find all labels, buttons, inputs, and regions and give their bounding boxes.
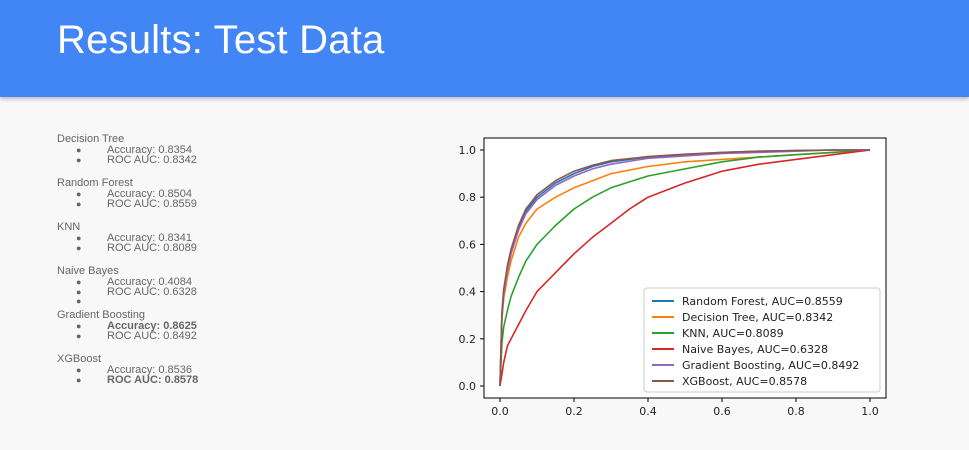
model-block: XGBoost ● Accuracy: 0.8536 ● ROC AUC: 0.8578 — [57, 353, 387, 385]
legend-box — [643, 287, 881, 393]
metric-item: ● Accuracy: 0.8625 — [57, 320, 387, 332]
bullet-icon: ● — [76, 277, 82, 287]
metric-list: ● Accuracy: 0.8354 ● ROC AUC: 0.8342 — [57, 144, 387, 166]
metric-item: ● Accuracy: 0.8341 — [57, 232, 387, 244]
metric-list: ● Accuracy: 0.4084 ● ROC AUC: 0.6328 ● — [57, 276, 387, 306]
metric-list: ● Accuracy: 0.8341 ● ROC AUC: 0.8089 — [57, 232, 387, 254]
bullet-icon: ● — [76, 296, 82, 306]
metric-item: ● Accuracy: 0.8536 — [57, 364, 387, 376]
model-name: Naive Bayes — [57, 265, 119, 277]
roc-line-series-5 — [499, 149, 870, 387]
x-tick-label: 0.0 — [491, 405, 509, 418]
bullet-icon: ● — [76, 374, 82, 385]
model-block: Random Forest ● Accuracy: 0.8504 ● ROC AUC: … — [57, 177, 387, 209]
x-tick-label: 1.0 — [861, 405, 879, 418]
bullet-icon: ● — [76, 365, 82, 375]
model-metrics-panel: Decision Tree ● Accuracy: 0.8354 ● ROC AUC: … — [57, 133, 387, 397]
metric-label: Accuracy: 0.8536 — [107, 364, 192, 376]
legend-label: KNN, AUC=0.8089 — [682, 327, 784, 340]
metric-item: ● Accuracy: 0.4084 — [57, 276, 387, 288]
model-block: KNN ● Accuracy: 0.8341 ● ROC AUC: 0.8089 — [57, 221, 387, 253]
legend-label: Gradient Boosting, AUC=0.8492 — [682, 359, 859, 372]
model-block: Naive Bayes ● Accuracy: 0.4084 ● ROC AUC: 0.… — [57, 265, 387, 306]
metric-item: ● Accuracy: 0.8354 — [57, 144, 387, 156]
bullet-icon: ● — [76, 189, 82, 199]
metric-label: Accuracy: 0.8625 — [107, 320, 197, 332]
bullet-icon: ● — [76, 286, 82, 297]
metric-label: Accuracy: 0.8504 — [107, 188, 192, 200]
bullet-icon: ● — [76, 154, 82, 165]
metric-label: ROC AUC: 0.8089 — [107, 241, 197, 254]
x-tick-label: 0.2 — [565, 405, 583, 418]
x-tick-label: 0.6 — [713, 405, 731, 418]
metric-item: ● ROC AUC: 0.8342 — [57, 153, 387, 166]
y-tick-label: 0.0 — [459, 380, 477, 393]
metric-list: ● Accuracy: 0.8504 ● ROC AUC: 0.8559 — [57, 188, 387, 210]
metric-list: ● Accuracy: 0.8536 ● ROC AUC: 0.8578 — [57, 364, 387, 386]
metric-list: ● Accuracy: 0.8625 ● ROC AUC: 0.8492 — [57, 320, 387, 342]
title-banner: Results: Test Data — [0, 0, 969, 97]
metric-item: ● ROC AUC: 0.8089 — [57, 241, 387, 254]
y-tick-label: 0.4 — [459, 286, 477, 299]
model-name: Gradient Boosting — [57, 309, 146, 321]
bullet-icon: ● — [76, 198, 82, 209]
metric-label: ROC AUC: 0.8559 — [107, 197, 197, 210]
bullet-icon: ● — [76, 233, 82, 243]
y-tick-label: 1.0 — [459, 144, 477, 157]
roc-line-series-3 — [499, 149, 871, 387]
metric-item: ● ROC AUC: 0.6328 — [57, 285, 387, 298]
metric-item: ● Accuracy: 0.8504 — [57, 188, 387, 200]
legend-label: Random Forest, AUC=0.8559 — [682, 295, 843, 308]
page-title: Results: Test Data — [57, 18, 385, 62]
x-tick-label: 0.4 — [639, 405, 657, 418]
metric-label: ROC AUC: 0.6328 — [107, 285, 197, 298]
roc-chart: 0.0 0.2 0.4 0.6 0.8 1.0 0.0 0.2 0.4 0.6 0.8 1.0 Rand… — [440, 128, 900, 428]
metric-item: ● ROC AUC: 0.8578 — [57, 373, 387, 386]
model-block: Decision Tree ● Accuracy: 0.8354 ● ROC AUC: … — [57, 133, 387, 165]
legend-label: XGBoost, AUC=0.8578 — [682, 375, 807, 388]
y-tick-label: 0.8 — [459, 191, 477, 204]
metric-label: Accuracy: 0.4084 — [107, 276, 192, 288]
metric-item: ● ROC AUC: 0.8492 — [57, 329, 387, 342]
bullet-icon: ● — [76, 242, 82, 253]
bullet-icon: ● — [76, 321, 82, 331]
bullet-icon: ● — [76, 330, 82, 341]
model-name: KNN — [57, 221, 81, 233]
model-name: Random Forest — [57, 177, 133, 189]
bullet-icon: ● — [76, 145, 82, 155]
legend-label: Decision Tree, AUC=0.8342 — [682, 311, 833, 324]
metric-label: ROC AUC: 0.8492 — [107, 329, 197, 342]
metric-label: Accuracy: 0.8354 — [107, 144, 192, 156]
y-tick-label: 0.2 — [459, 333, 477, 346]
model-block: Gradient Boosting ● Accuracy: 0.8625 ● ROC A… — [57, 309, 387, 341]
roc-chart-svg: 0.0 0.2 0.4 0.6 0.8 1.0 0.0 0.2 0.4 0.6 0.8 1.0 Rand… — [459, 137, 887, 418]
metric-label: ROC AUC: 0.8342 — [107, 153, 197, 166]
model-name: Decision Tree — [57, 133, 125, 145]
x-tick-label: 0.8 — [787, 405, 805, 418]
legend-label: Naive Bayes, AUC=0.6328 — [682, 343, 828, 356]
metric-item: ● ROC AUC: 0.8559 — [57, 197, 387, 210]
metric-label: ROC AUC: 0.8578 — [107, 373, 199, 386]
model-name: XGBoost — [57, 353, 102, 365]
y-tick-label: 0.6 — [459, 238, 477, 251]
metric-label: Accuracy: 0.8341 — [107, 232, 192, 244]
roc-line-series-2 — [499, 149, 871, 387]
